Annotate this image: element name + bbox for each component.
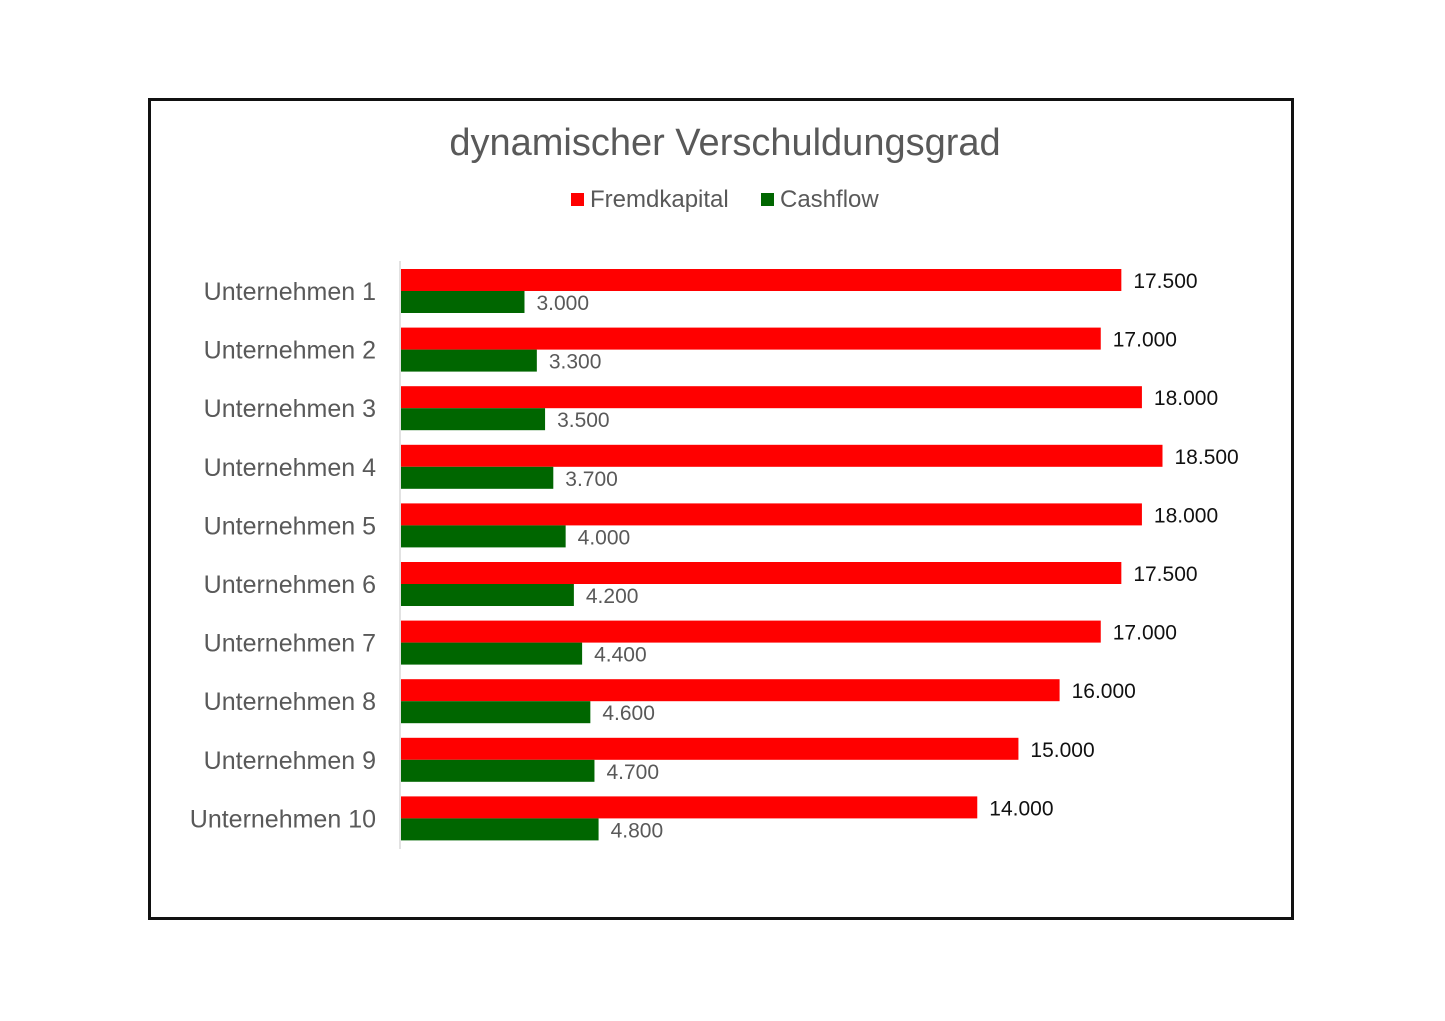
data-label-cashflow: 3.300 [549, 351, 602, 374]
category-label: Unternehmen 8 [204, 688, 376, 716]
bar-fremdkapital [401, 737, 1019, 760]
legend: Fremdkapital Cashflow [571, 186, 879, 213]
data-label-fremdkapital: 18.000 [1154, 387, 1218, 410]
data-label-cashflow: 4.000 [578, 526, 631, 549]
data-label-fremdkapital: 17.000 [1113, 329, 1177, 352]
bar-fremdkapital [401, 327, 1101, 350]
data-label-cashflow: 3.700 [565, 468, 618, 491]
legend-label-cashflow: Cashflow [780, 186, 879, 213]
bar-cashflow [401, 466, 554, 489]
bar-fremdkapital [401, 562, 1122, 584]
bar-fremdkapital [401, 444, 1163, 467]
category-label: Unternehmen 1 [204, 278, 376, 306]
category-label: Unternehmen 7 [204, 630, 376, 658]
data-label-cashflow: 3.500 [557, 409, 610, 432]
data-label-cashflow: 3.000 [536, 292, 589, 315]
category-label: Unternehmen 10 [190, 805, 376, 833]
legend-label-fremdkapital: Fremdkapital [590, 186, 729, 213]
bar-cashflow [401, 701, 591, 724]
data-label-fremdkapital: 18.000 [1154, 504, 1218, 527]
legend-swatch-cashflow [761, 193, 774, 206]
bar-cashflow [401, 525, 566, 548]
category-label: Unternehmen 3 [204, 395, 376, 423]
data-label-fremdkapital: 17.000 [1113, 622, 1177, 645]
bar-fremdkapital [401, 679, 1060, 702]
chart-title: dynamischer Verschuldungsgrad [449, 122, 1000, 164]
category-label: Unternehmen 6 [204, 571, 376, 599]
plot-area: Unternehmen 1 17.500 3.000 Unternehmen 2 17.… [190, 269, 1239, 842]
category-label: Unternehmen 4 [204, 454, 376, 482]
bar-fremdkapital [401, 503, 1142, 526]
bar-fremdkapital [401, 269, 1122, 291]
bar-cashflow [401, 818, 599, 841]
data-label-cashflow: 4.400 [594, 644, 647, 667]
category-label: Unternehmen 9 [204, 747, 376, 775]
bar-fremdkapital [401, 620, 1101, 643]
data-label-fremdkapital: 16.000 [1072, 680, 1136, 703]
legend-swatch-fremdkapital [571, 193, 584, 206]
bar-cashflow [401, 349, 537, 372]
bar-cashflow [401, 642, 583, 665]
data-label-fremdkapital: 15.000 [1030, 739, 1094, 762]
chart-frame: dynamischer Verschuldungsgrad Fremdkapit… [148, 98, 1294, 920]
bar-fremdkapital [401, 796, 978, 819]
bar-cashflow [401, 584, 574, 606]
bar-cashflow [401, 291, 525, 313]
data-label-fremdkapital: 14.000 [989, 797, 1053, 820]
data-label-fremdkapital: 17.500 [1133, 563, 1197, 586]
data-label-fremdkapital: 18.500 [1175, 446, 1239, 469]
category-label: Unternehmen 5 [204, 512, 376, 540]
data-label-cashflow: 4.800 [611, 819, 664, 842]
data-label-cashflow: 4.600 [602, 702, 655, 725]
data-label-cashflow: 4.200 [586, 585, 639, 608]
bar-fremdkapital [401, 386, 1142, 409]
data-label-cashflow: 4.700 [606, 761, 659, 784]
category-label: Unternehmen 2 [204, 337, 376, 365]
bar-cashflow [401, 408, 546, 431]
bar-chart: dynamischer Verschuldungsgrad Fremdkapit… [190, 122, 1239, 849]
bar-cashflow [401, 759, 595, 782]
data-label-fremdkapital: 17.500 [1133, 270, 1197, 293]
